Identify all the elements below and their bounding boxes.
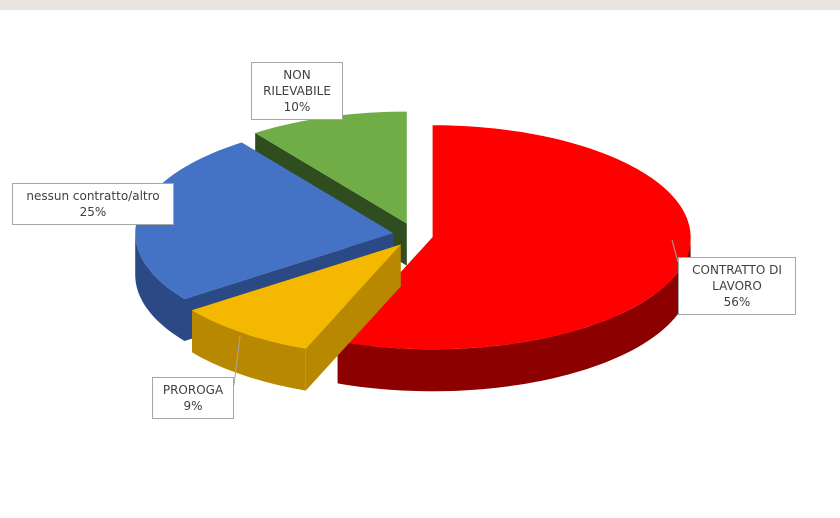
label-category: PROROGA	[162, 383, 224, 397]
slice	[135, 142, 394, 299]
slice-outer-side	[192, 310, 306, 391]
data-label: PROROGA 9%	[152, 377, 234, 419]
slice-group	[337, 125, 691, 392]
label-value: 9%	[183, 399, 203, 413]
label-value: 10%	[283, 100, 311, 114]
background-strip	[0, 0, 840, 10]
leader-line	[671, 239, 679, 263]
data-label: CONTRATTO DI LAVORO 56%	[678, 257, 796, 315]
leader-line	[233, 335, 241, 386]
label-category: nessun contratto/altro	[26, 189, 160, 203]
slice-outer-side	[135, 233, 185, 341]
slice-outer-side	[337, 237, 691, 392]
data-label: nessun contratto/altro 25%	[12, 183, 174, 225]
label-value: 56%	[723, 295, 751, 309]
data-label: NON RILEVABILE 10%	[251, 62, 343, 120]
label-category: CONTRATTO DI LAVORO	[692, 263, 782, 293]
label-category: NON RILEVABILE	[263, 68, 331, 98]
slice-group	[192, 244, 401, 391]
label-value: 25%	[79, 205, 107, 219]
slice	[255, 111, 407, 224]
slice	[192, 244, 401, 349]
slice	[337, 125, 691, 350]
